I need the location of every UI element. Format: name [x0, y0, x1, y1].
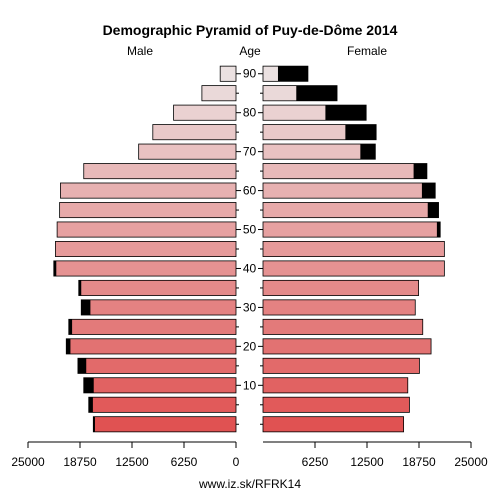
age-tick-label: 80: [243, 106, 257, 120]
age-tick-label: 70: [243, 145, 257, 159]
age-tick-label: 40: [243, 261, 257, 275]
female-excess-70-74: [360, 144, 376, 160]
x-tick-label: 0: [233, 455, 240, 469]
male-bar-15-19: [77, 357, 237, 374]
x-tick-label: 12500: [350, 455, 384, 469]
male-excess-10-14: [83, 377, 94, 393]
female-bar-25-29: [262, 318, 424, 335]
male-bar-25-29: [68, 318, 237, 335]
age-header: Age: [239, 44, 261, 58]
male-bar-90+: [219, 65, 237, 82]
female-excess-55-59: [427, 202, 439, 218]
x-tick-label: 6250: [302, 455, 329, 469]
x-tick-label: 18750: [402, 455, 436, 469]
male-excess-40-44: [53, 260, 57, 277]
male-panel: [53, 65, 237, 433]
male-bar-75-79: [152, 124, 237, 141]
male-bar-10-14: [83, 377, 237, 394]
female-bar-0-4: [262, 416, 405, 433]
age-tick-label: 60: [243, 184, 257, 198]
male-bar-35-39: [78, 279, 237, 296]
x-tick-label: 18750: [63, 455, 97, 469]
age-tick-label: 10: [243, 378, 257, 392]
male-excess-15-19: [77, 358, 87, 374]
female-bar-30-34: [262, 299, 416, 316]
male-bar-5-9: [88, 396, 237, 413]
male-bar-55-59: [59, 202, 237, 219]
x-tick-label: 25000: [11, 455, 45, 469]
age-tick-label: 20: [243, 339, 257, 353]
female-bar-55-59: [262, 202, 439, 219]
age-tick-label: 30: [243, 300, 257, 314]
x-tick-label: 12500: [115, 455, 149, 469]
female-bar-10-14: [262, 377, 409, 394]
female-bar-15-19: [262, 357, 420, 374]
male-bar-60-64: [60, 182, 237, 199]
female-bar-50-54: [262, 221, 441, 238]
male-bar-0-4: [92, 416, 237, 433]
female-bar-45-49: [262, 241, 445, 257]
female-excess-80-84: [325, 105, 367, 121]
male-header: Male: [127, 44, 153, 58]
male-bar-30-34: [80, 299, 237, 316]
female-bar-20-24: [262, 338, 432, 355]
x-tick-label: 25000: [454, 455, 488, 469]
age-tick-label: 50: [243, 223, 257, 237]
male-bar-45-49: [55, 241, 237, 257]
male-excess-25-29: [68, 319, 73, 335]
female-bar-60-64: [262, 182, 436, 199]
female-excess-60-64: [421, 182, 436, 199]
male-bar-50-54: [56, 221, 237, 238]
male-excess-35-39: [78, 280, 82, 296]
male-bar-85-89: [201, 85, 237, 102]
male-bar-65-69: [83, 163, 237, 180]
male-bar-40-44: [53, 260, 237, 277]
female-excess-65-69: [413, 163, 427, 179]
age-axis: 10 20 30 40 50 60 70 80 90: [236, 67, 263, 425]
female-panel: [262, 65, 445, 433]
female-bar-65-69: [262, 163, 428, 180]
female-header: Female: [347, 44, 387, 58]
population-axes: 25000 18750 12500 6250 0 6250 12500 18750 25000: [11, 441, 488, 469]
female-bar-5-9: [262, 396, 410, 413]
footer-source: www.iz.sk/RFRK14: [198, 477, 301, 491]
male-bar-80-84: [173, 104, 237, 121]
chart-title: Demographic Pyramid of Puy-de-Dôme 2014: [103, 22, 398, 38]
male-bar-70-74: [138, 143, 237, 160]
age-tick-label: 90: [243, 67, 257, 81]
female-excess-75-79: [345, 124, 377, 140]
female-bar-70-74: [262, 143, 376, 160]
male-excess-30-34: [81, 299, 91, 316]
female-bar-35-39: [262, 279, 419, 296]
male-bar-20-24: [65, 338, 237, 355]
female-bar-40-44: [262, 260, 445, 277]
male-excess-0-4: [93, 416, 95, 432]
x-tick-label: 6250: [171, 455, 198, 469]
female-excess-90+: [277, 66, 308, 82]
female-excess-85-89: [296, 85, 338, 101]
male-excess-5-9: [88, 397, 93, 413]
male-excess-20-24: [66, 338, 71, 354]
female-excess-50-54: [436, 221, 441, 238]
